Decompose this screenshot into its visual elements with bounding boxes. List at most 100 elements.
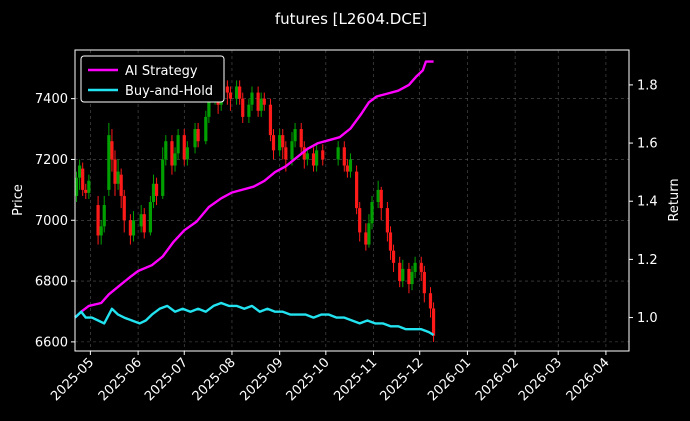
- candle-body: [348, 159, 353, 172]
- candle-body: [234, 86, 239, 99]
- candle-body: [358, 208, 362, 233]
- candle-body: [284, 147, 288, 160]
- candle-body: [379, 189, 383, 209]
- candle-body: [385, 208, 389, 233]
- x-tick-label: 2026-01: [425, 355, 474, 404]
- candle-body: [302, 147, 306, 160]
- candle: [431, 302, 436, 342]
- candle: [131, 211, 136, 242]
- candle: [116, 159, 120, 190]
- candle: [281, 129, 285, 160]
- chart-title: futures [L2604.DCE]: [275, 10, 427, 28]
- x-tick-label: 2025-05: [48, 355, 97, 404]
- y-right-tick-label: 1.2: [637, 253, 658, 268]
- candle: [142, 208, 146, 239]
- candle-body: [419, 262, 423, 272]
- candle: [87, 174, 91, 199]
- candle-body: [250, 92, 254, 105]
- candle: [367, 214, 371, 248]
- y-left-tick-label: 6600: [35, 335, 68, 350]
- candle-body: [87, 180, 91, 193]
- candle-body: [131, 220, 136, 236]
- candle: [401, 259, 405, 288]
- x-tick-label: 2025-09: [237, 355, 286, 404]
- candle-body: [182, 135, 186, 160]
- candle-body: [164, 141, 168, 160]
- candle-body: [401, 268, 405, 282]
- candle-body: [78, 165, 82, 178]
- candle: [102, 195, 106, 233]
- candle: [96, 195, 100, 245]
- candle: [315, 144, 319, 172]
- y-axis-left: 6600 6800 7000 7200 7400: [35, 92, 75, 350]
- candle-body: [293, 129, 297, 142]
- y-left-tick-label: 6800: [35, 275, 68, 290]
- legend: AI Strategy Buy-and-Hold: [80, 55, 225, 103]
- candle: [268, 98, 273, 142]
- x-tick-label: 2025-11: [331, 355, 380, 404]
- candle: [110, 129, 114, 172]
- candle: [358, 202, 362, 242]
- candle: [278, 129, 282, 157]
- candle-body: [364, 232, 368, 245]
- candle-body: [204, 116, 208, 142]
- candle: [364, 223, 368, 251]
- candle-body: [376, 189, 380, 203]
- candle: [228, 86, 233, 111]
- y-right-tick-label: 1.8: [637, 78, 658, 93]
- candle-body: [428, 293, 433, 309]
- candle: [391, 244, 396, 272]
- candle: [74, 171, 79, 203]
- series-line-ai-strategy: [74, 60, 434, 319]
- candle: [336, 141, 340, 166]
- candle: [321, 144, 325, 166]
- candle-body: [422, 271, 426, 294]
- y-right-tick-label: 1.0: [637, 311, 658, 326]
- candle-body: [84, 189, 88, 193]
- candle: [139, 205, 143, 233]
- candle-body: [161, 159, 165, 196]
- candle-body: [238, 86, 242, 99]
- candle-body: [119, 174, 123, 196]
- candle: [342, 141, 346, 172]
- x-tick-label: 2026-03: [516, 355, 565, 404]
- candle: [385, 202, 389, 242]
- candle: [78, 159, 82, 190]
- candle-body: [278, 135, 282, 151]
- candle: [238, 80, 242, 105]
- candle: [271, 129, 276, 160]
- candle: [193, 122, 197, 154]
- candle: [234, 80, 239, 105]
- candle: [173, 147, 177, 172]
- candle-body: [241, 98, 245, 117]
- candle-body: [81, 168, 85, 190]
- y-right-tick-label: 1.6: [637, 137, 658, 152]
- candle: [182, 129, 186, 166]
- candle: [379, 186, 383, 221]
- y-axis-left-label: Price: [11, 184, 26, 216]
- candle-body: [128, 220, 132, 236]
- y-axis-right: 1.0 1.2 1.4 1.6 1.8: [629, 78, 658, 326]
- y-axis-right-label: Return: [667, 178, 682, 221]
- candle: [422, 265, 426, 303]
- candle-body: [391, 250, 396, 263]
- candle-body: [315, 150, 319, 166]
- candle: [410, 265, 414, 291]
- candle: [148, 195, 153, 236]
- candle: [398, 256, 402, 288]
- candle-body: [299, 129, 303, 148]
- candle: [107, 122, 111, 196]
- candle: [113, 150, 117, 196]
- x-tick-label: 2025-06: [96, 355, 145, 404]
- candle-body: [110, 141, 114, 160]
- candle-body: [116, 171, 120, 184]
- candle: [388, 226, 393, 260]
- candle-body: [247, 104, 251, 117]
- candle: [161, 147, 165, 199]
- candle: [119, 168, 123, 209]
- candle-body: [122, 195, 126, 221]
- candle-body: [321, 150, 325, 160]
- x-tick-label: 2025-07: [142, 355, 191, 404]
- candle: [407, 262, 411, 294]
